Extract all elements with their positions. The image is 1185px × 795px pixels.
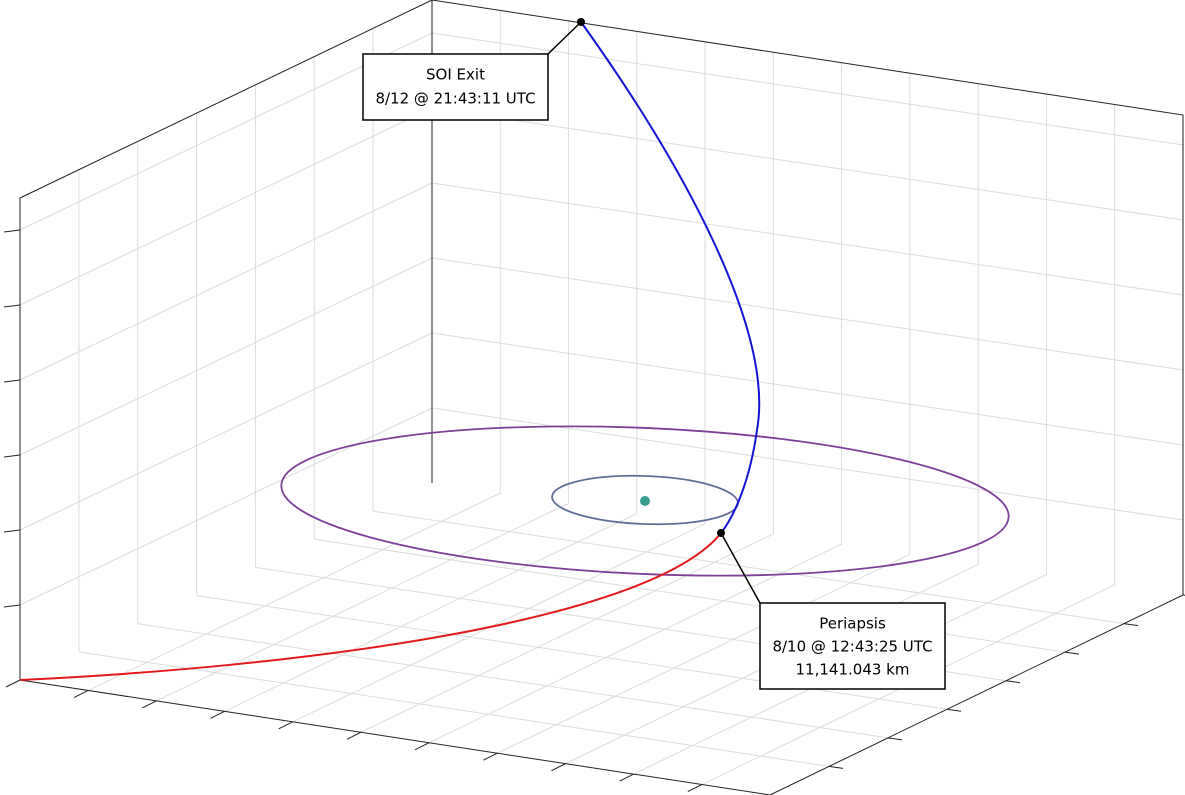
annotation-box (362, 53, 549, 121)
grid-line (87, 492, 501, 691)
grid-line (373, 510, 1125, 625)
outbound-trajectory (580, 21, 761, 534)
tick-mark (3, 304, 21, 308)
grid-line (224, 513, 638, 712)
soi-exit-point (577, 18, 585, 26)
grid-line (497, 553, 911, 754)
central-body (640, 496, 650, 506)
tick-mark (278, 721, 293, 730)
grid-line (292, 523, 706, 723)
grid-line (19, 182, 433, 381)
grid-line (431, 332, 1184, 446)
tick-mark (142, 700, 157, 709)
box-edge (19, 0, 1184, 680)
tick-mark (210, 710, 225, 719)
tick-mark (946, 708, 962, 712)
grid-line (360, 533, 774, 733)
grid-line (19, 407, 433, 606)
annotation-text: SOI Exit (426, 66, 485, 84)
tick-mark (483, 752, 498, 761)
annotation-text: 11,141.043 km (796, 661, 910, 679)
tick-mark (3, 454, 21, 458)
annotation: Periapsis 8/10 @ 12:43:25 UTC 11,141.043… (759, 602, 946, 690)
grid-line (78, 651, 830, 767)
tick-mark (73, 690, 89, 698)
grid-line (156, 502, 569, 702)
tick-mark (3, 529, 21, 533)
tick-mark (551, 763, 566, 772)
tick-mark (346, 731, 362, 740)
tick-mark (1123, 623, 1139, 627)
annotation-text: 8/10 @ 12:43:25 UTC (772, 638, 932, 656)
tick-mark (1005, 680, 1021, 684)
tick-mark (5, 679, 21, 688)
ticks (3, 229, 1185, 795)
annotation-box (759, 602, 946, 690)
tick-mark (414, 742, 430, 751)
periapsis-point (717, 529, 725, 537)
grid-line (431, 182, 1184, 296)
outer-orbit (280, 425, 1010, 577)
tick-mark (887, 737, 903, 741)
grid-line (19, 332, 433, 531)
grid-line (428, 543, 842, 744)
tick-mark (687, 784, 703, 792)
tick-mark (3, 379, 21, 383)
grid-line (431, 257, 1184, 371)
tick-mark (3, 229, 21, 233)
box-edge (19, 594, 1184, 795)
grid-line (196, 595, 948, 710)
grid-line (19, 257, 433, 456)
grid-line (431, 407, 1184, 521)
tick-mark (619, 773, 634, 782)
grid-line (314, 538, 1066, 653)
tick-mark (1064, 651, 1080, 655)
tick-mark (3, 604, 21, 608)
leader-line (547, 21, 582, 55)
tick-mark (828, 765, 844, 769)
grid-line (431, 32, 1184, 146)
annotation-text: 8/12 @ 21:43:11 UTC (375, 90, 535, 108)
grid-line (19, 107, 433, 306)
grid-line (431, 107, 1184, 221)
grid-line (137, 623, 889, 739)
annotation-text: Periapsis (819, 615, 886, 633)
annotation: SOI Exit 8/12 @ 21:43:11 UTC (362, 53, 549, 121)
leader-line (720, 532, 761, 604)
inbound-trajectory (19, 532, 722, 681)
